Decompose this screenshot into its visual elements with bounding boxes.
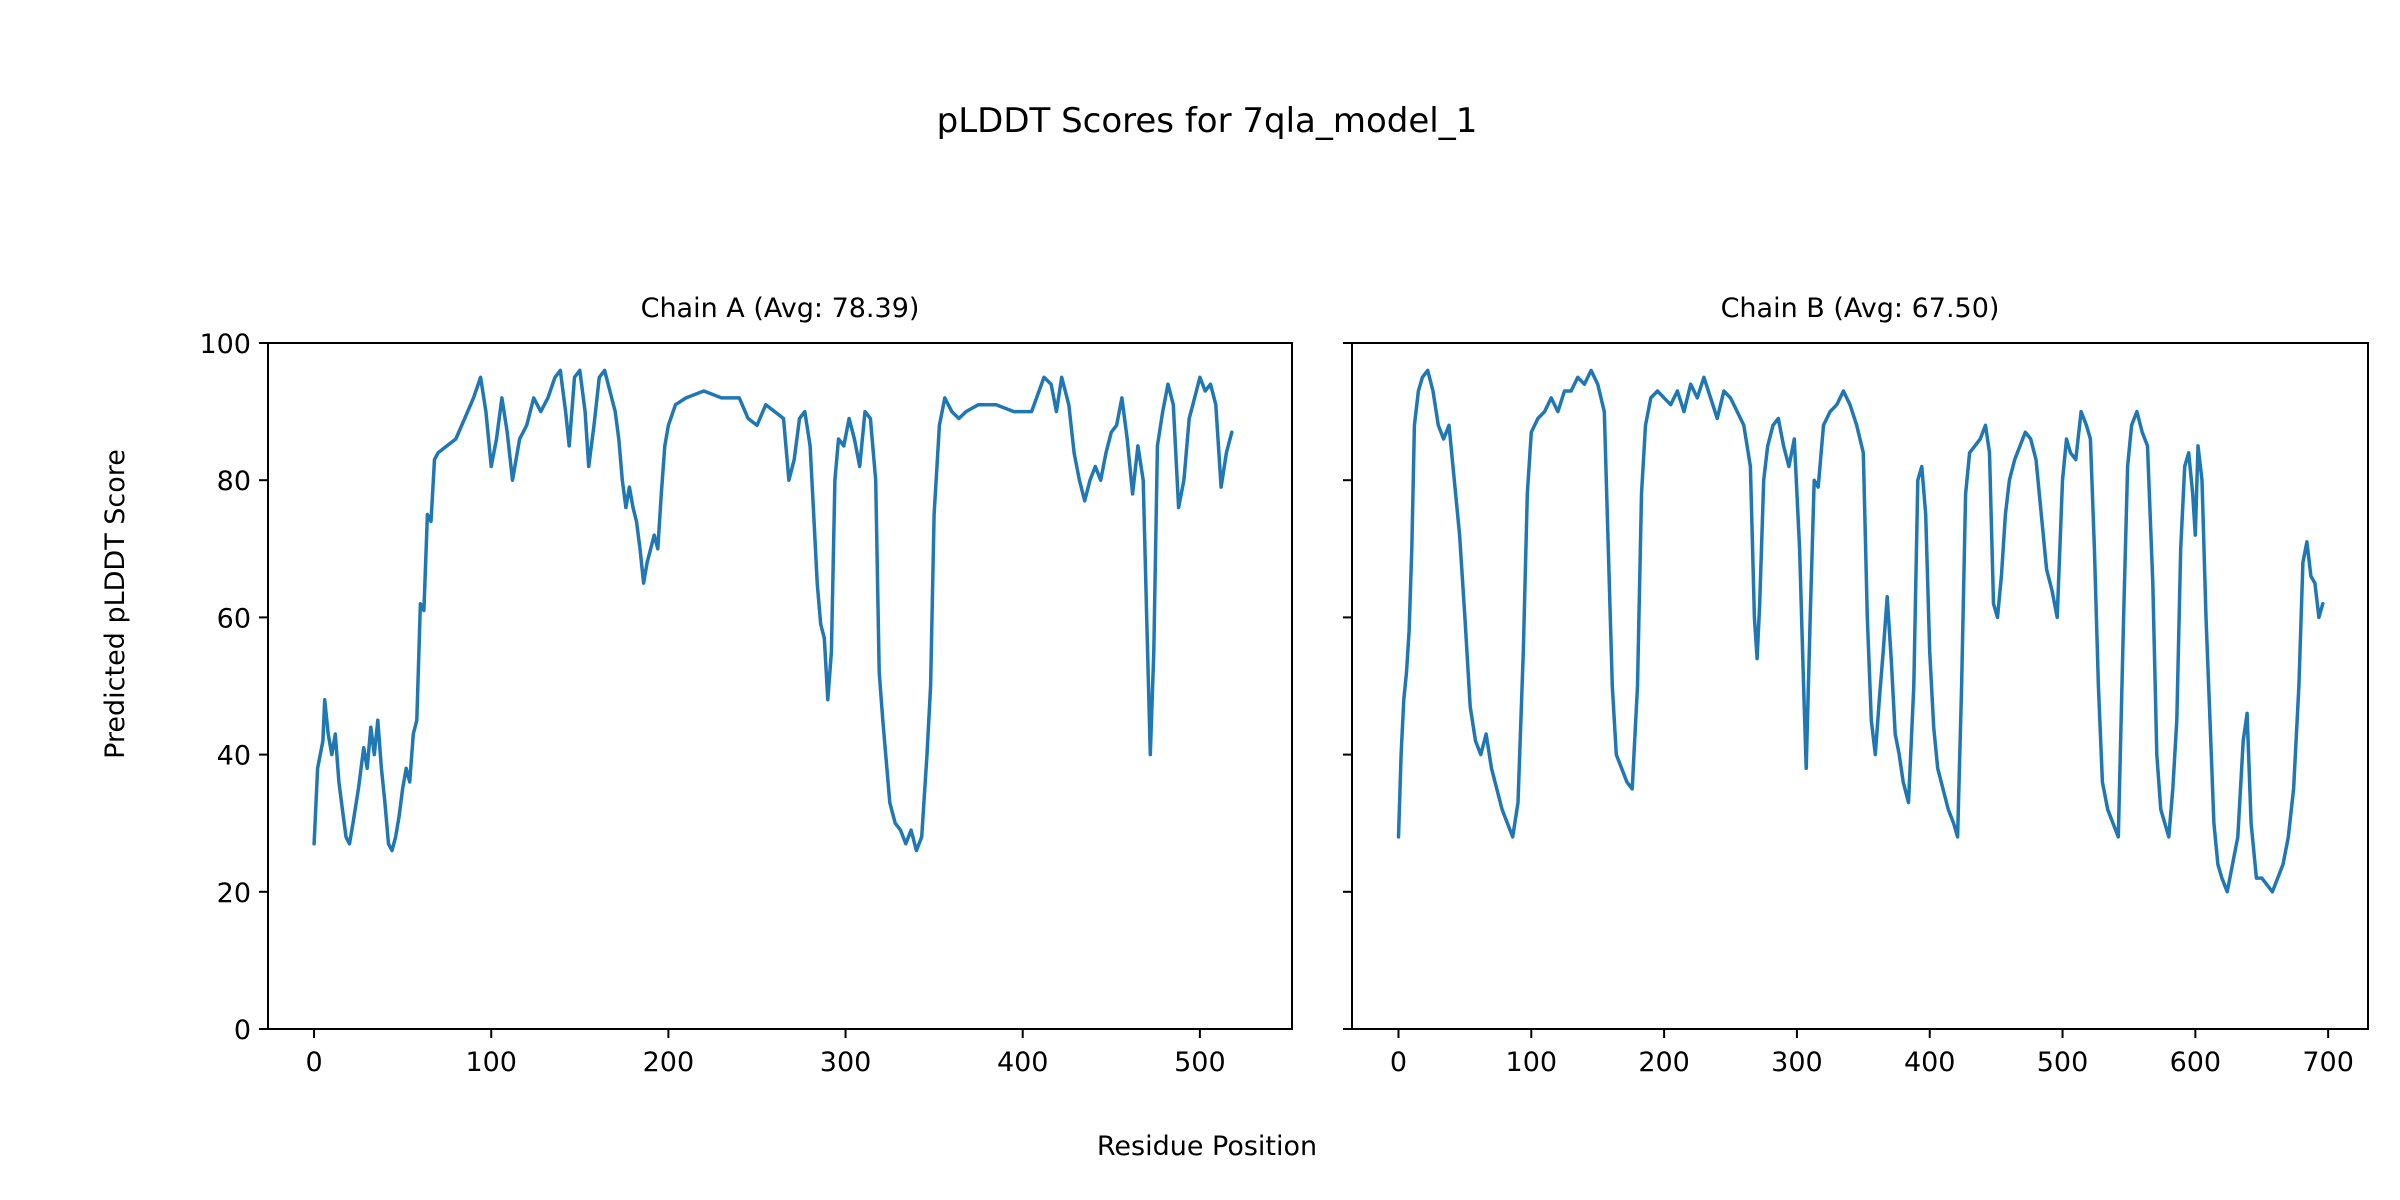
- x-axis-label: Residue Position: [1097, 1131, 1317, 1162]
- chart-panel-2: Chain B (Avg: 67.50) 0 100 200 300 400 500 600 7…: [1343, 293, 2369, 1078]
- x-tick-label: 700: [2302, 1047, 2354, 1078]
- x-tick-label: 400: [997, 1047, 1049, 1078]
- x-tick-label: 200: [643, 1047, 695, 1078]
- figure-title: pLDDT Scores for 7qla_model_1: [937, 101, 1478, 141]
- y-tick-label: 80: [217, 466, 251, 497]
- chart-panels: Chain A (Avg: 78.39)0 100 200 300 400 5000204…: [199, 293, 2369, 1078]
- series-line-chain-b: [1396, 368, 2325, 894]
- axes-frame: [1351, 342, 2369, 1030]
- chart-panel-1: Chain A (Avg: 78.39) 0 100 200 300 400 500 0 20 4…: [199, 293, 1293, 1078]
- y-tick-label: 0: [234, 1015, 251, 1046]
- y-tick-label: 20: [217, 878, 251, 909]
- x-tick-label: 500: [2037, 1047, 2089, 1078]
- x-tick-label: 500: [1174, 1047, 1226, 1078]
- x-tick-label: 300: [1771, 1047, 1823, 1078]
- x-tick-label: 300: [820, 1047, 872, 1078]
- y-tick-label: 40: [217, 741, 251, 772]
- x-tick-label: 100: [1506, 1047, 1558, 1078]
- x-tick-label: 400: [1904, 1047, 1956, 1078]
- y-axis-label: Predicted pLDDT Score: [100, 449, 131, 759]
- axes-frame: [267, 342, 1293, 1030]
- x-tick-label: 200: [1638, 1047, 1690, 1078]
- panel-title: Chain A (Avg: 78.39): [641, 293, 920, 324]
- x-tick-label: 600: [2170, 1047, 2222, 1078]
- y-tick-label: 60: [217, 603, 251, 634]
- y-tick-label: 100: [199, 329, 251, 360]
- x-tick-label: 0: [305, 1047, 322, 1078]
- x-tick-label: 0: [1390, 1047, 1407, 1078]
- series-line-chain-a: [312, 368, 1234, 853]
- x-tick-label: 100: [465, 1047, 517, 1078]
- panel-title: Chain B (Avg: 67.50): [1721, 293, 2000, 324]
